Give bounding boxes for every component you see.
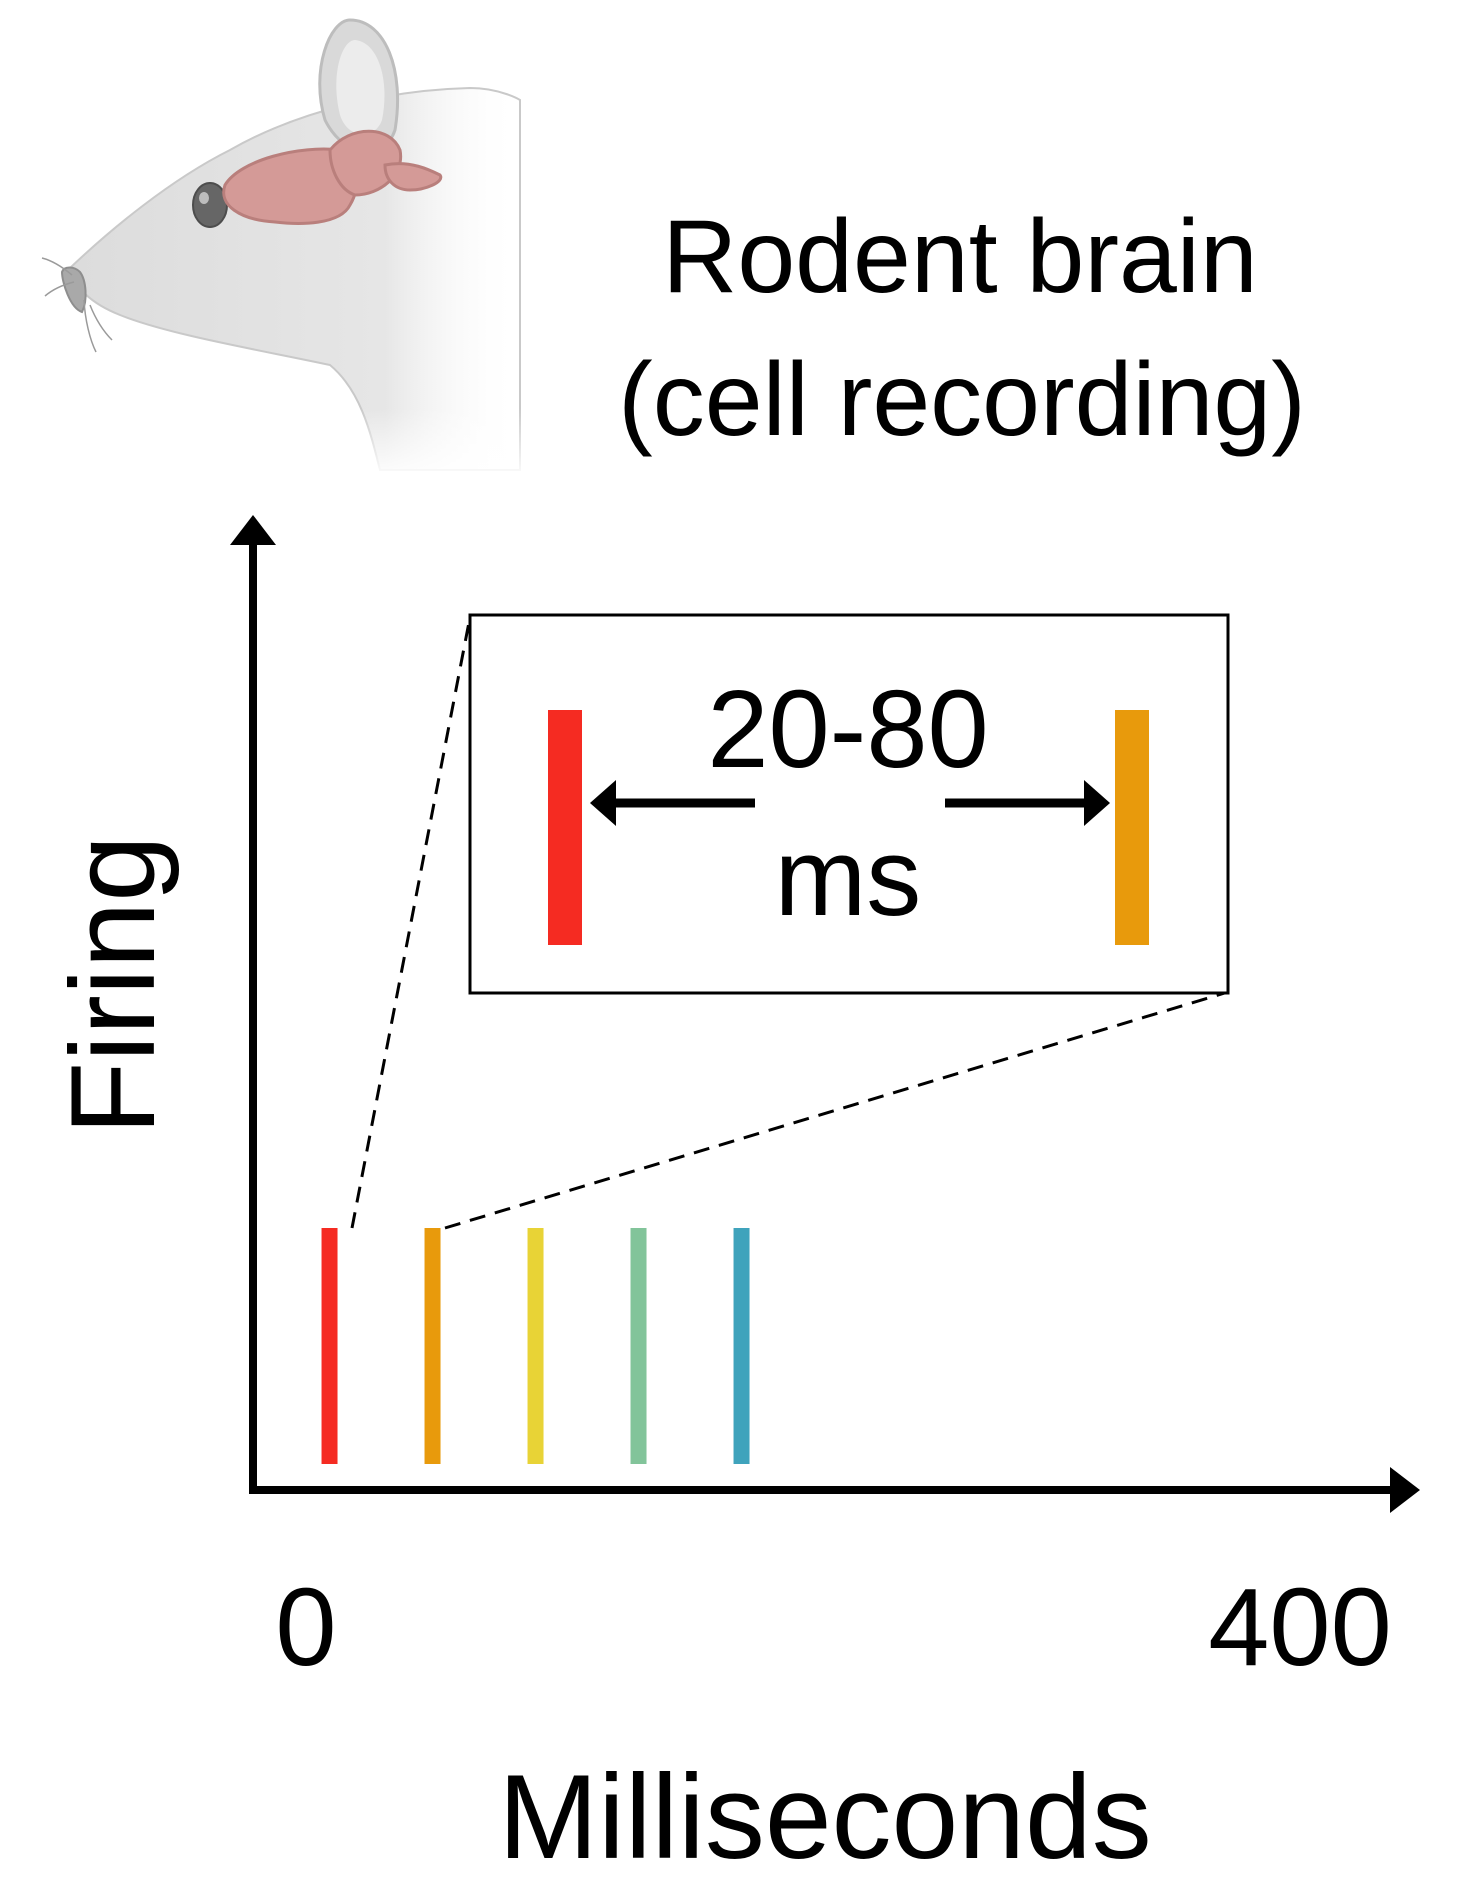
inset-interval-value: 20-80 <box>707 668 988 791</box>
inset-arrow-left-head <box>590 780 616 826</box>
title-line-1: Rodent brain <box>662 199 1258 315</box>
spike-bar-5 <box>733 1228 750 1464</box>
spike-bar-2 <box>424 1228 441 1464</box>
inset-arrow-right-head <box>1084 780 1110 826</box>
x-axis-label: Milliseconds <box>498 1750 1152 1884</box>
inset-box: 20-80 ms <box>468 613 1230 995</box>
inset-spike-bar-2 <box>1115 710 1149 945</box>
inset-spike-bar-1 <box>548 710 582 945</box>
axes <box>230 515 1420 1513</box>
x-axis-arrowhead <box>1390 1467 1420 1513</box>
spike-raster <box>321 1228 750 1464</box>
inset-interval-unit: ms <box>775 816 922 939</box>
y-axis-label: Firing <box>46 835 180 1135</box>
inset-spike-pair <box>548 710 1149 945</box>
spike-bar-3 <box>527 1228 544 1464</box>
zoom-line-left <box>350 616 472 1229</box>
mouse-ear-inner <box>336 40 385 135</box>
y-axis-arrowhead <box>230 515 276 545</box>
spike-bar-1 <box>321 1228 338 1464</box>
mouse-eye <box>192 182 228 228</box>
x-axis-min-label: 0 <box>275 1566 336 1689</box>
spike-bar-4 <box>630 1228 647 1464</box>
zoom-line-right <box>444 990 1229 1230</box>
zoom-lines <box>350 616 1229 1230</box>
mouse-brain <box>222 129 443 225</box>
mouse-whiskers <box>41 257 113 353</box>
x-axis-max-label: 400 <box>1208 1566 1392 1689</box>
title-line-2: (cell recording) <box>618 342 1306 458</box>
mouse-head-illustration <box>41 18 540 480</box>
mouse-nose <box>60 266 87 314</box>
